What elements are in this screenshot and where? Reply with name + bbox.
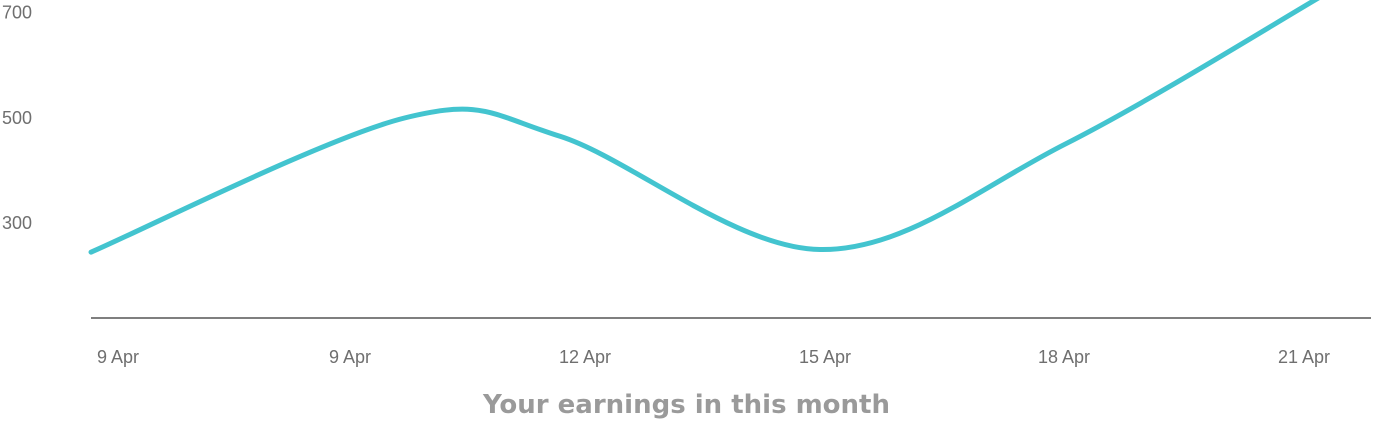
x-tick-label: 15 Apr [799, 347, 851, 367]
y-tick-label: 500 [2, 108, 32, 128]
x-tick-label: 21 Apr [1278, 347, 1330, 367]
x-tick-label: 9 Apr [329, 347, 371, 367]
x-tick-label: 9 Apr [97, 347, 139, 367]
x-tick-label: 18 Apr [1038, 347, 1090, 367]
x-tick-label: 12 Apr [559, 347, 611, 367]
y-tick-label: 700 [2, 3, 32, 23]
chart-caption: Your earnings in this month [482, 390, 890, 420]
x-axis-tick-labels: 9 Apr 9 Apr 12 Apr 15 Apr 18 Apr 21 Apr [97, 347, 1330, 367]
y-axis-tick-labels: 300 500 700 [2, 3, 32, 234]
y-tick-label: 300 [2, 213, 32, 233]
earnings-series-line [88, 0, 1320, 255]
